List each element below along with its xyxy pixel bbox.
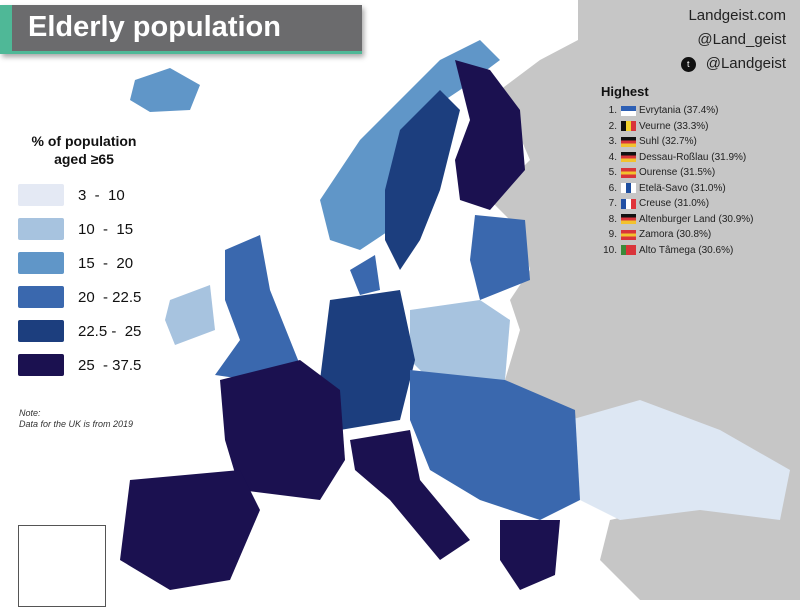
legend-label: 25 - 37.5 — [78, 356, 142, 374]
legend-swatch — [18, 286, 64, 308]
website-link[interactable]: Landgeist.com — [688, 7, 786, 24]
central-east — [410, 370, 580, 520]
region-name: Etelä-Savo (31.0%) — [639, 182, 726, 194]
region-name: Creuse (31.0%) — [639, 198, 710, 210]
rank: 9. — [608, 229, 617, 241]
finland — [455, 60, 525, 210]
rank: 3. — [608, 136, 617, 148]
baltics — [470, 215, 530, 300]
legend: % of population aged ≥65 3 - 10 10 - 15 15… — [14, 132, 154, 382]
legend-item: 15 - 20 — [14, 246, 154, 280]
flag-icon — [621, 105, 636, 116]
great-britain — [215, 235, 300, 380]
region-name: Ourense (31.5%) — [639, 167, 716, 179]
legend-label: 10 - 15 — [78, 220, 134, 238]
rank: 7. — [608, 198, 617, 210]
legend-item: 25 - 37.5 — [14, 348, 154, 382]
rank: 5. — [608, 167, 617, 179]
twitter-handle[interactable]: @Landgeist — [705, 55, 786, 72]
islands-inset — [18, 525, 106, 607]
title-bar: Elderly population — [0, 5, 362, 54]
turkey-non-data — [600, 500, 800, 600]
legend-swatch — [18, 354, 64, 376]
highest-list: Highest 1. Evrytania (37.4%) 2. Veurne (33.… — [601, 84, 754, 258]
highest-item: 5. Ourense (31.5%) — [601, 165, 754, 181]
flag-icon — [621, 136, 636, 147]
iceland — [130, 68, 200, 112]
region-name: Evrytania (37.4%) — [639, 105, 719, 117]
highest-item: 10. Alto Tâmega (30.6%) — [601, 243, 754, 259]
note: Note: Data for the UK is from 2019 — [19, 408, 133, 430]
region-name: Zamora (30.8%) — [639, 229, 712, 241]
flag-icon — [621, 167, 636, 178]
credits: Landgeist.com @Land_geist t @Landgeist — [680, 4, 786, 76]
legend-swatch — [18, 320, 64, 342]
region-name: Alto Tâmega (30.6%) — [639, 244, 734, 256]
rank: 1. — [608, 105, 617, 117]
sweden — [385, 90, 460, 270]
flag-icon — [621, 214, 636, 225]
region-name: Veurne (33.3%) — [639, 120, 709, 132]
note-label: Note: — [19, 408, 41, 418]
rank: 10. — [603, 244, 617, 256]
highest-item: 2. Veurne (33.3%) — [601, 119, 754, 135]
flag-icon — [621, 121, 636, 132]
greece — [500, 520, 560, 590]
note-text: Data for the UK is from 2019 — [19, 419, 134, 429]
highest-item: 7. Creuse (31.0%) — [601, 196, 754, 212]
italy — [350, 430, 470, 560]
region-name: Dessau-Roßlau (31.9%) — [639, 151, 747, 163]
highest-item: 9. Zamora (30.8%) — [601, 227, 754, 243]
legend-label: 20 - 22.5 — [78, 288, 142, 306]
legend-swatch — [18, 184, 64, 206]
legend-swatch — [18, 218, 64, 240]
title-accent — [0, 5, 12, 51]
flag-icon — [621, 183, 636, 194]
legend-item: 20 - 22.5 — [14, 280, 154, 314]
denmark — [350, 255, 380, 295]
legend-item: 10 - 15 — [14, 212, 154, 246]
ireland — [165, 285, 215, 345]
iberia — [120, 470, 260, 590]
rank: 6. — [608, 182, 617, 194]
rank: 4. — [608, 151, 617, 163]
highest-item: 1. Evrytania (37.4%) — [601, 103, 754, 119]
flag-icon — [621, 229, 636, 240]
legend-title-line1: % of population — [31, 133, 137, 149]
flag-icon — [621, 152, 636, 163]
highest-item: 6. Etelä-Savo (31.0%) — [601, 181, 754, 197]
germany — [320, 290, 415, 430]
page-title: Elderly population — [28, 11, 281, 43]
rank: 2. — [608, 120, 617, 132]
region-name: Suhl (32.7%) — [639, 136, 697, 148]
twitter-bird-icon: t — [680, 56, 696, 72]
legend-label: 3 - 10 — [78, 186, 125, 204]
legend-label: 15 - 20 — [78, 254, 134, 272]
ukraine-light — [570, 400, 790, 520]
legend-title-line2: aged ≥65 — [54, 151, 114, 167]
legend-swatch — [18, 252, 64, 274]
handle: @Land_geist — [697, 31, 786, 48]
highest-item: 4. Dessau-Roßlau (31.9%) — [601, 150, 754, 166]
rank: 8. — [608, 213, 617, 225]
flag-icon — [621, 245, 636, 256]
flag-icon — [621, 198, 636, 209]
legend-item: 3 - 10 — [14, 178, 154, 212]
legend-label: 22.5 - 25 — [78, 322, 142, 340]
highest-item: 8. Altenburger Land (30.9%) — [601, 212, 754, 228]
region-name: Altenburger Land (30.9%) — [639, 213, 754, 225]
france — [220, 360, 345, 500]
poland — [410, 300, 510, 390]
highest-title: Highest — [601, 84, 649, 99]
legend-item: 22.5 - 25 — [14, 314, 154, 348]
highest-item: 3. Suhl (32.7%) — [601, 134, 754, 150]
